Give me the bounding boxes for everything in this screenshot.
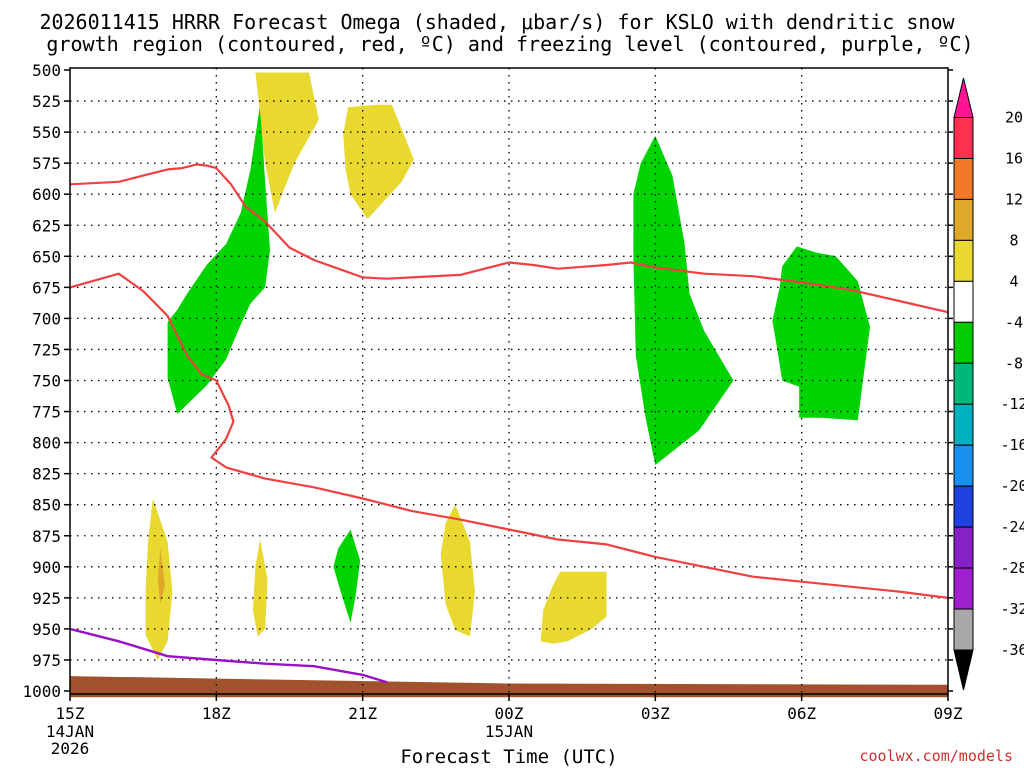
- y-tick-label-800: 800: [32, 434, 61, 453]
- x-tick-label-09Z: 09Z: [934, 704, 963, 723]
- terrain-ground: [70, 676, 948, 698]
- y-tick-label-550: 550: [32, 123, 61, 142]
- colorbar-label--28: -28: [1000, 559, 1024, 577]
- y-tick-label-650: 650: [32, 247, 61, 266]
- colorbar-label--20: -20: [1000, 477, 1024, 495]
- y-tick-label-625: 625: [32, 216, 61, 235]
- x-tick-year-15Z: 2026: [51, 739, 90, 758]
- y-tick-label-875: 875: [32, 527, 61, 546]
- contour-lines: [69, 163, 949, 684]
- y-tick-label-525: 525: [32, 92, 61, 111]
- green-area-2: [633, 135, 734, 466]
- y-tick-label-1000: 1000: [22, 682, 61, 701]
- colorbar-top-arrow: [953, 77, 974, 118]
- x-axis-label: Forecast Time (UTC): [400, 746, 617, 768]
- colorbar-swatch-7: [953, 403, 974, 446]
- red-contour-upper: [69, 163, 949, 314]
- y-axis: 500 525 550 575 600 625 650 675 700 725 750 775 800 8…: [22, 61, 953, 701]
- colorbar-label-4: 4: [1009, 272, 1018, 290]
- colorbar: 20 16 12 8 4 -4 -8 -12 -16 -20 -24 -28 -32 -36: [953, 77, 1024, 691]
- colorbar-swatch-6: [953, 362, 974, 405]
- plot-area: [69, 67, 949, 698]
- colorbar-label-20: 20: [1005, 109, 1023, 127]
- colorbar-swatch-11: [953, 567, 974, 610]
- colorbar-label--8: -8: [1005, 354, 1023, 372]
- x-tick-label-00Z: 00Z: [495, 704, 524, 723]
- colorbar-swatch-9: [953, 485, 974, 528]
- chart-title-line1: 2026011415 HRRR Forecast Omega (shaded, …: [39, 10, 955, 34]
- colorbar-label-8: 8: [1009, 231, 1018, 249]
- colorbar-swatch-8: [953, 444, 974, 487]
- x-tick-date-00Z: 15JAN: [485, 722, 533, 741]
- y-tick-label-600: 600: [32, 185, 61, 204]
- yellow-area-5: [440, 504, 475, 637]
- colorbar-bottom-arrow: [953, 649, 974, 691]
- yellow-area-1: [255, 72, 319, 213]
- y-tick-label-775: 775: [32, 403, 61, 422]
- colorbar-swatch-12: [953, 608, 974, 651]
- ground-layer: [70, 676, 948, 698]
- omega-shading: [145, 72, 870, 660]
- x-tick-label-18Z: 18Z: [202, 704, 231, 723]
- colorbar-label-16: 16: [1005, 149, 1023, 167]
- x-tick-label-21Z: 21Z: [348, 704, 377, 723]
- colorbar-label--36: -36: [1000, 641, 1024, 659]
- y-tick-label-950: 950: [32, 620, 61, 639]
- x-tick-date-15Z: 14JAN: [46, 722, 94, 741]
- y-tick-label-750: 750: [32, 372, 61, 391]
- colorbar-label-12: 12: [1005, 190, 1023, 208]
- colorbar-swatch-10: [953, 526, 974, 569]
- x-tick-label-03Z: 03Z: [641, 704, 670, 723]
- colorbar-swatch-0: [953, 117, 974, 159]
- colorbar-label--12: -12: [1000, 395, 1024, 413]
- y-tick-label-825: 825: [32, 465, 61, 484]
- yellow-area-4: [252, 539, 268, 637]
- orange-area-1: [157, 548, 166, 605]
- red-contour-lower: [69, 272, 949, 599]
- colorbar-label--4: -4: [1005, 313, 1023, 331]
- green-area-1: [167, 103, 270, 414]
- colorbar-swatch-3: [953, 239, 974, 282]
- colorbar-swatch-4: [953, 280, 974, 323]
- y-tick-label-900: 900: [32, 558, 61, 577]
- yellow-area-6: [540, 571, 607, 644]
- y-tick-label-575: 575: [32, 154, 61, 173]
- x-tick-label-15Z: 15Z: [56, 704, 85, 723]
- y-tick-label-700: 700: [32, 309, 61, 328]
- colorbar-label--32: -32: [1000, 600, 1024, 618]
- credit-text: coolwx.com/models: [859, 747, 1013, 765]
- y-tick-label-850: 850: [32, 496, 61, 515]
- green-area-4: [333, 529, 361, 623]
- colorbar-label--24: -24: [1000, 518, 1024, 536]
- y-tick-label-675: 675: [32, 278, 61, 297]
- y-tick-label-975: 975: [32, 651, 61, 670]
- colorbar-label--16: -16: [1000, 436, 1024, 454]
- colorbar-swatch-5: [953, 321, 974, 364]
- colorbar-swatch-2: [953, 198, 974, 241]
- y-tick-label-725: 725: [32, 340, 61, 359]
- colorbar-swatch-1: [953, 157, 974, 200]
- yellow-area-2: [343, 104, 414, 219]
- y-tick-label-500: 500: [32, 61, 61, 80]
- freezing-level-contour: [69, 627, 388, 684]
- y-tick-label-925: 925: [32, 589, 61, 608]
- x-tick-label-06Z: 06Z: [787, 704, 816, 723]
- chart-title-line2: growth region (contoured, red, ºC) and f…: [46, 32, 973, 56]
